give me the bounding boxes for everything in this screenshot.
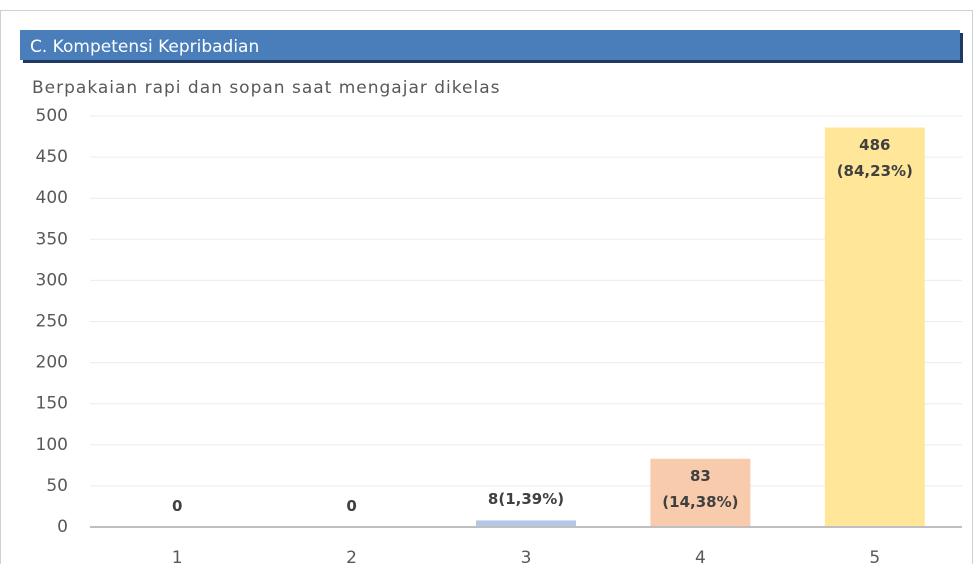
y-tick-label: 0 [57,517,68,537]
y-tick-label: 50 [46,476,68,496]
y-tick-label: 300 [36,270,68,290]
x-tick-label: 4 [695,548,706,564]
data-label: 486 (84,23%) [836,135,913,180]
bar [650,458,751,527]
data-label: 0 [346,497,357,515]
y-tick-label: 450 [36,147,68,167]
y-tick-label: 100 [36,435,68,455]
x-tick-label: 2 [346,548,357,564]
y-tick-label: 200 [36,353,68,373]
bar [824,127,925,528]
bar [476,520,576,527]
chart-title: Berpakaian rapi dan sopan saat mengajar … [32,78,500,98]
data-label: 8(1,39%) [487,490,565,509]
x-tick-label: 3 [521,548,532,564]
y-tick-label: 400 [36,188,68,208]
y-tick-label: 250 [36,312,68,332]
x-tick-label: 5 [869,548,880,564]
data-label: 0 [171,497,183,515]
y-tick-label: 150 [36,394,68,414]
header-bar [20,30,960,60]
y-tick-label: 350 [36,229,68,249]
y-tick-label: 500 [36,106,68,126]
x-tick-label: 1 [172,548,183,564]
data-label: 83 (14,38%) [662,466,739,511]
frame [0,10,973,564]
header-text: C. Kompetensi Kepribadian [30,37,259,57]
